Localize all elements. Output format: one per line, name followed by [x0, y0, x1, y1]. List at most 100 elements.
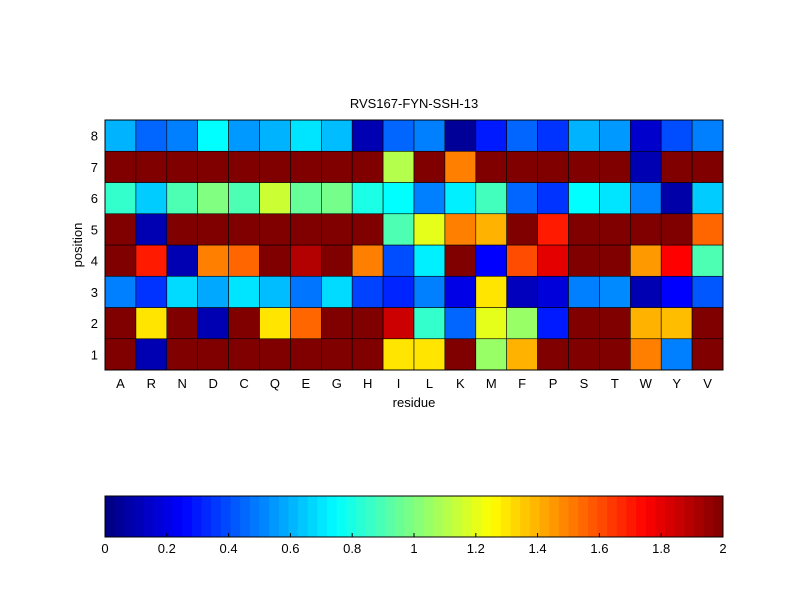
heatmap-cell-R-5 [135, 213, 168, 246]
colorbar-swatch [597, 496, 608, 537]
heatmap-cell-Y-7 [660, 150, 693, 183]
colorbar-swatch [626, 496, 637, 537]
colorbar-swatch [356, 496, 367, 537]
colorbar-swatch [636, 496, 647, 537]
y-tick-label: 1 [91, 347, 98, 362]
colorbar-swatch [645, 496, 656, 537]
heatmap-cell-L-6 [413, 182, 446, 215]
heatmap-cell-A-6 [104, 182, 137, 215]
heatmap-cell-A-4 [104, 244, 137, 277]
colorbar-swatch [442, 496, 454, 537]
colorbar-swatch [269, 496, 280, 537]
colorbar-swatch [404, 496, 415, 537]
colorbar-swatch [317, 496, 328, 537]
heatmap-cell-K-2 [444, 307, 477, 340]
heatmap-cell-N-7 [166, 150, 199, 183]
heatmap-cell-G-2 [320, 307, 353, 340]
x-tick-label: L [426, 376, 433, 391]
heatmap-cell-K-6 [444, 182, 477, 215]
heatmap-cell-W-3 [629, 275, 662, 308]
colorbar-swatch [433, 496, 444, 537]
colorbar-swatch [327, 496, 338, 537]
heatmap-cell-I-2 [382, 307, 415, 340]
colorbar-swatch [211, 496, 222, 537]
colorbar-swatch [307, 496, 318, 537]
x-tick-label: K [456, 376, 465, 391]
colorbar-swatch [520, 496, 531, 537]
heatmap-cell-N-4 [166, 244, 199, 277]
heatmap-cell-E-3 [290, 275, 322, 308]
colorbar-swatch [375, 496, 386, 537]
heatmap-cell-S-8 [568, 119, 600, 152]
heatmap-cell-I-1 [382, 338, 415, 371]
heatmap-cell-M-4 [475, 244, 507, 277]
heatmap-cell-P-3 [537, 275, 569, 308]
colorbar-tick-label: 0.2 [158, 541, 176, 556]
heatmap-cell-G-1 [320, 338, 353, 371]
heatmap-cell-V-6 [691, 182, 724, 215]
heatmap-cell-L-5 [413, 213, 446, 246]
heatmap-cell-N-6 [166, 182, 199, 215]
heatmap-cell-V-3 [691, 275, 724, 308]
colorbar-swatch [105, 496, 116, 537]
heatmap-cell-W-7 [629, 150, 662, 183]
heatmap-cell-V-8 [691, 119, 724, 152]
colorbar-swatch [249, 496, 260, 537]
heatmap-cell-W-4 [629, 244, 662, 277]
heatmap-cell-P-8 [537, 119, 569, 152]
heatmap-cell-K-3 [444, 275, 477, 308]
heatmap-cell-K-1 [444, 338, 477, 371]
colorbar-swatch [703, 496, 714, 537]
colorbar-swatch [220, 496, 232, 537]
heatmap-cell-G-3 [320, 275, 353, 308]
heatmap-cell-D-7 [197, 150, 229, 183]
colorbar [105, 496, 724, 537]
heatmap-cell-I-3 [382, 275, 415, 308]
colorbar-swatch [240, 496, 251, 537]
x-tick-label: R [147, 376, 156, 391]
heatmap-cell-Y-1 [660, 338, 693, 371]
colorbar-swatch [365, 496, 376, 537]
y-tick-label: 7 [91, 160, 98, 175]
colorbar-swatch [346, 496, 357, 537]
heatmap-cell-F-4 [506, 244, 538, 277]
heatmap-cell-D-1 [197, 338, 229, 371]
colorbar-swatch [471, 496, 483, 537]
colorbar-swatch [587, 496, 598, 537]
heatmap-cell-T-4 [599, 244, 631, 277]
heatmap-cell-G-5 [320, 213, 353, 246]
colorbar-swatch [394, 496, 405, 537]
heatmap-cell-N-1 [166, 338, 199, 371]
colorbar-swatch [162, 496, 174, 537]
heatmap-cell-E-7 [290, 150, 322, 183]
colorbar-tick-label: 0.4 [220, 541, 238, 556]
y-tick-label: 5 [91, 222, 98, 237]
heatmap-cell-T-7 [599, 150, 631, 183]
colorbar-tick-label: 2 [719, 541, 726, 556]
heatmap-cell-R-3 [135, 275, 168, 308]
colorbar-swatch [336, 496, 347, 537]
x-tick-label: S [580, 376, 589, 391]
y-tick-label: 4 [91, 254, 98, 269]
x-axis-label: residue [393, 395, 436, 410]
heatmap-cell-S-1 [568, 338, 600, 371]
heatmap-cell-E-2 [290, 307, 322, 340]
heatmap-cell-Y-8 [660, 119, 693, 152]
heatmap-cell-R-2 [135, 307, 168, 340]
colorbar-swatch [133, 496, 145, 537]
heatmap-cell-H-8 [351, 119, 384, 152]
x-tick-label: I [397, 376, 401, 391]
heatmap-cell-E-4 [290, 244, 322, 277]
heatmap-cell-P-1 [537, 338, 569, 371]
heatmap-cell-L-8 [413, 119, 446, 152]
x-tick-label: M [486, 376, 497, 391]
heatmap-cell-C-1 [228, 338, 260, 371]
heatmap-cell-M-7 [475, 150, 507, 183]
heatmap-cell-Q-3 [259, 275, 291, 308]
heatmap-cell-D-6 [197, 182, 229, 215]
heatmap-cell-W-2 [629, 307, 662, 340]
heatmap-cell-M-2 [475, 307, 507, 340]
colorbar-swatch [655, 496, 666, 537]
heatmap-cell-D-4 [197, 244, 229, 277]
heatmap-cell-H-1 [351, 338, 384, 371]
